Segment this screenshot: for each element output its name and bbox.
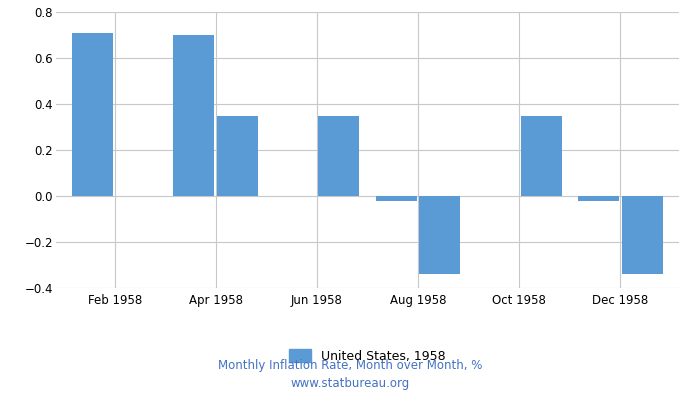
Bar [217, 116, 258, 196]
Bar [578, 196, 619, 201]
Bar [72, 33, 113, 196]
Bar [521, 116, 561, 196]
Bar [318, 116, 359, 196]
Bar [174, 35, 214, 196]
Legend: United States, 1958: United States, 1958 [284, 344, 451, 368]
Bar [376, 196, 416, 201]
Text: Monthly Inflation Rate, Month over Month, %: Monthly Inflation Rate, Month over Month… [218, 360, 482, 372]
Bar [419, 196, 461, 274]
Text: www.statbureau.org: www.statbureau.org [290, 378, 410, 390]
Bar [622, 196, 663, 274]
